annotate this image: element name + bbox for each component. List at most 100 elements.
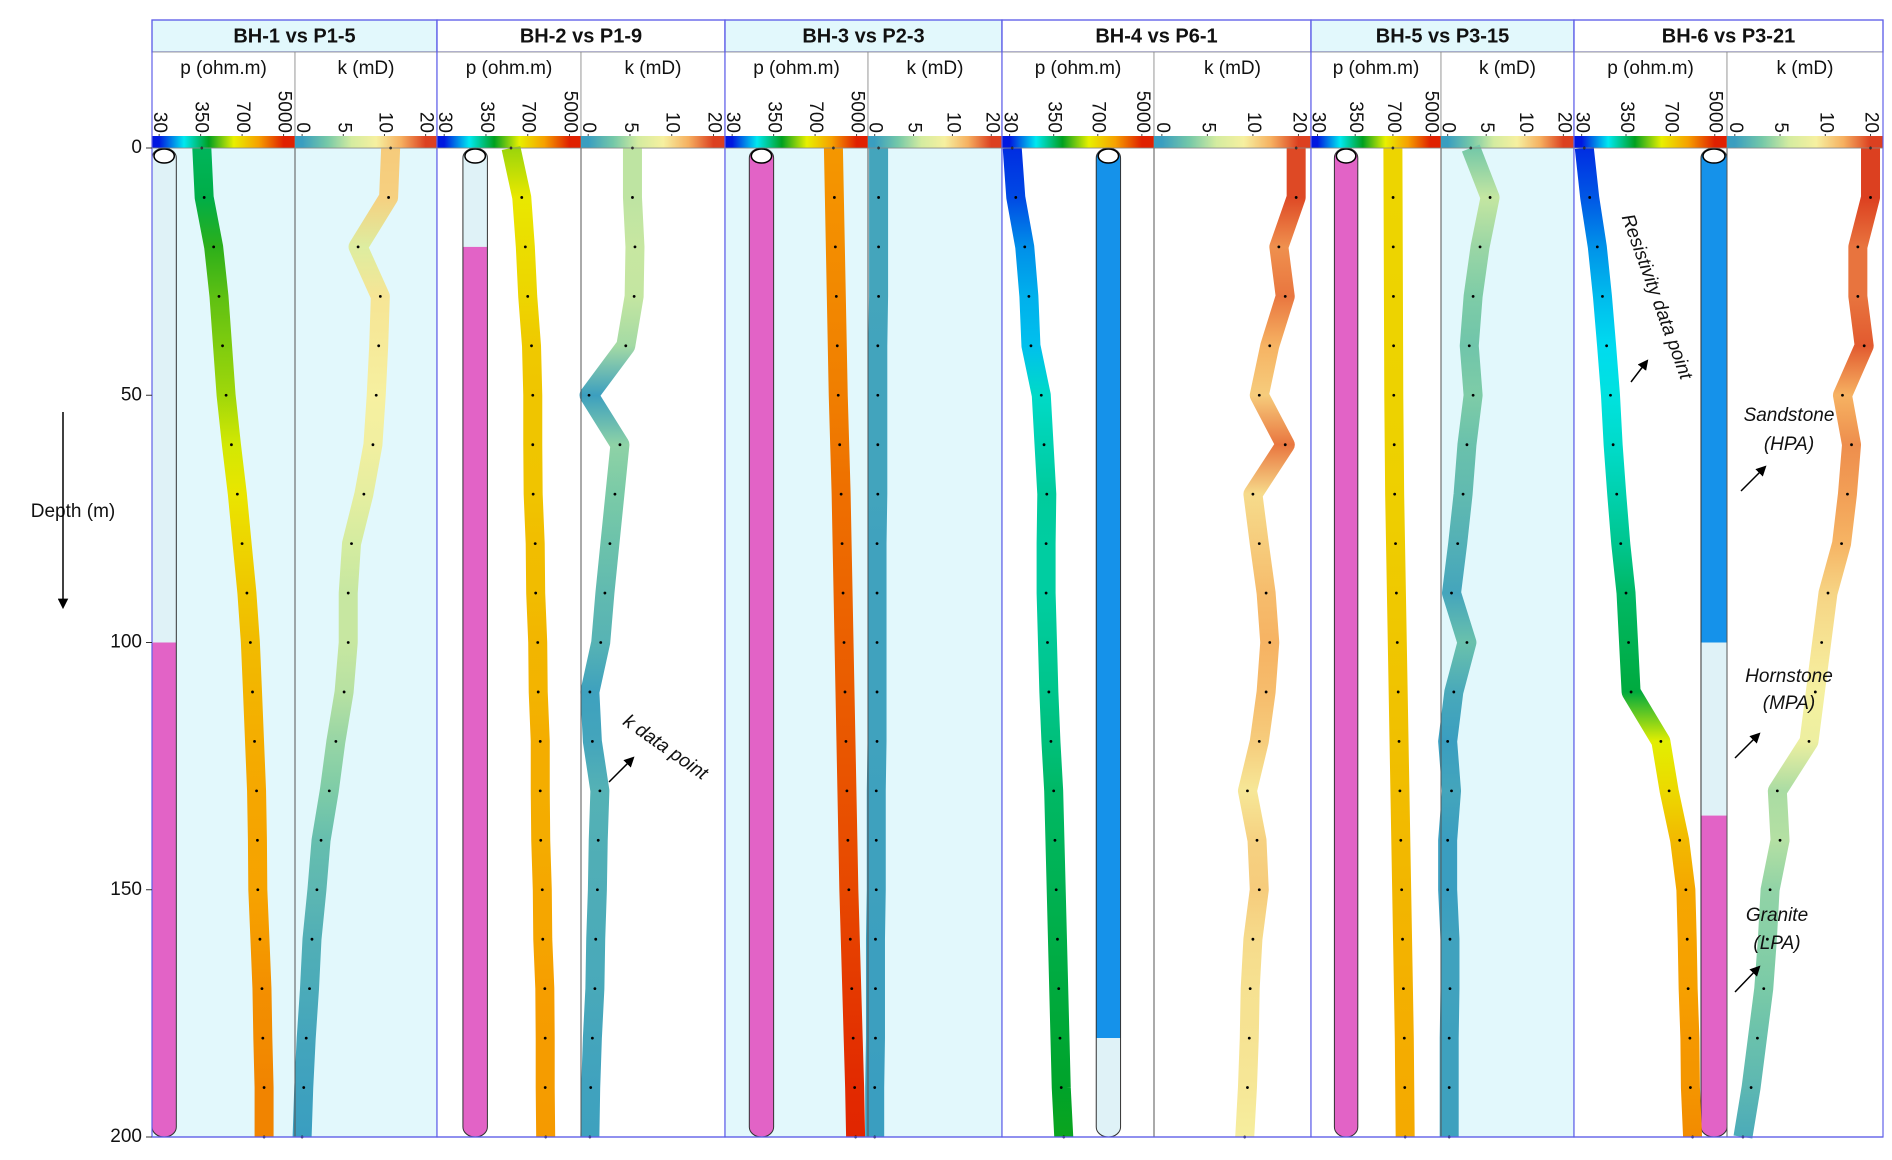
data-point [835, 344, 839, 348]
data-point [1402, 1036, 1406, 1040]
data-point [1246, 789, 1249, 793]
data-point [319, 838, 323, 842]
data-point [1448, 937, 1452, 941]
panel-title: BH-3 vs P2-3 [802, 25, 924, 47]
data-point [1659, 740, 1663, 743]
x-tick-label: 20 [1553, 112, 1574, 133]
panel-title: BH-2 vs P1-9 [520, 25, 642, 47]
data-point [1611, 443, 1615, 447]
data-point [876, 492, 880, 496]
data-point [531, 492, 535, 496]
data-point [217, 294, 221, 298]
track-label: p (ohm.m) [1333, 58, 1420, 79]
data-point [1762, 987, 1766, 991]
data-point [1850, 443, 1853, 447]
data-point [531, 443, 535, 447]
data-point [1446, 838, 1450, 842]
annotation-arrow [1734, 732, 1761, 759]
data-point [1869, 196, 1872, 199]
data-point [596, 838, 600, 842]
data-point [1397, 740, 1401, 743]
borehole-column [1700, 148, 1727, 1137]
track-header [724, 51, 869, 149]
data-point [1686, 987, 1690, 991]
data-point [1678, 838, 1682, 842]
data-point [378, 294, 382, 298]
track-header [580, 51, 726, 149]
data-point [875, 740, 879, 743]
colorbar [1441, 136, 1574, 148]
data-point [1488, 196, 1492, 199]
data-point [1601, 294, 1604, 298]
data-point [1394, 542, 1397, 545]
data-point [387, 196, 390, 199]
track-background [437, 148, 581, 1137]
data-point [538, 740, 542, 743]
data-point [842, 641, 846, 644]
data-point [1447, 1036, 1451, 1040]
data-point [258, 937, 262, 941]
data-point [541, 937, 545, 941]
data-point [1257, 740, 1261, 743]
data-point [1467, 344, 1471, 348]
data-point [589, 1086, 593, 1089]
data-point [1629, 690, 1633, 694]
x-tick-label: 20 [1861, 112, 1882, 133]
data-point [212, 245, 216, 249]
data-point [523, 245, 527, 249]
colorbar [1002, 136, 1154, 148]
data-point [844, 740, 848, 743]
panel-title: BH-4 vs P6-1 [1095, 25, 1217, 47]
data-point [1047, 690, 1051, 694]
track-label: p (ohm.m) [1035, 58, 1122, 79]
x-tick-label: 30 [149, 112, 170, 133]
data-point [1856, 245, 1860, 249]
data-point [362, 492, 366, 496]
data-point [1778, 838, 1782, 842]
data-point [1401, 937, 1404, 941]
data-point [599, 641, 603, 644]
data-point [1448, 987, 1452, 991]
y-tick-label: 50 [121, 384, 142, 405]
data-point [1856, 294, 1860, 298]
data-point [874, 1036, 877, 1040]
data-point [1820, 641, 1824, 644]
x-tick-label: 5000 [1132, 91, 1153, 133]
colorbar [1154, 136, 1311, 148]
column-top [1097, 148, 1120, 164]
annotation: (HPA) [1764, 434, 1814, 455]
data-point [543, 1036, 547, 1040]
x-tick-label: 20 [703, 112, 724, 133]
data-point [850, 987, 854, 991]
panel-title-cell [151, 19, 438, 53]
column-top [464, 148, 487, 164]
data-point [346, 641, 350, 644]
data-point [847, 888, 851, 892]
data-point [538, 789, 542, 793]
data-point [1807, 740, 1811, 743]
data-point [261, 1036, 265, 1040]
column-top [1335, 148, 1357, 164]
x-tick-label: 350 [764, 101, 785, 133]
x-tick-label: 5 [1197, 122, 1218, 133]
data-point [536, 690, 540, 694]
data-point [839, 492, 843, 496]
data-point [1588, 196, 1592, 199]
data-point [1029, 344, 1033, 348]
lithology-layer [1334, 148, 1358, 1137]
data-point [543, 1086, 547, 1089]
x-tick-label: 30 [434, 112, 455, 133]
track-background [1311, 148, 1441, 1137]
data-point [1052, 789, 1056, 793]
x-tick-label: 10 [1815, 112, 1836, 133]
data-point [302, 1086, 306, 1089]
borehole-column [152, 148, 177, 1137]
data-point [1042, 443, 1046, 447]
data-point [1595, 245, 1599, 249]
data-point [1392, 294, 1395, 298]
data-point [1456, 542, 1460, 545]
data-point [1749, 1086, 1753, 1089]
data-point [371, 443, 375, 447]
x-tick-label: 30 [1307, 112, 1328, 133]
